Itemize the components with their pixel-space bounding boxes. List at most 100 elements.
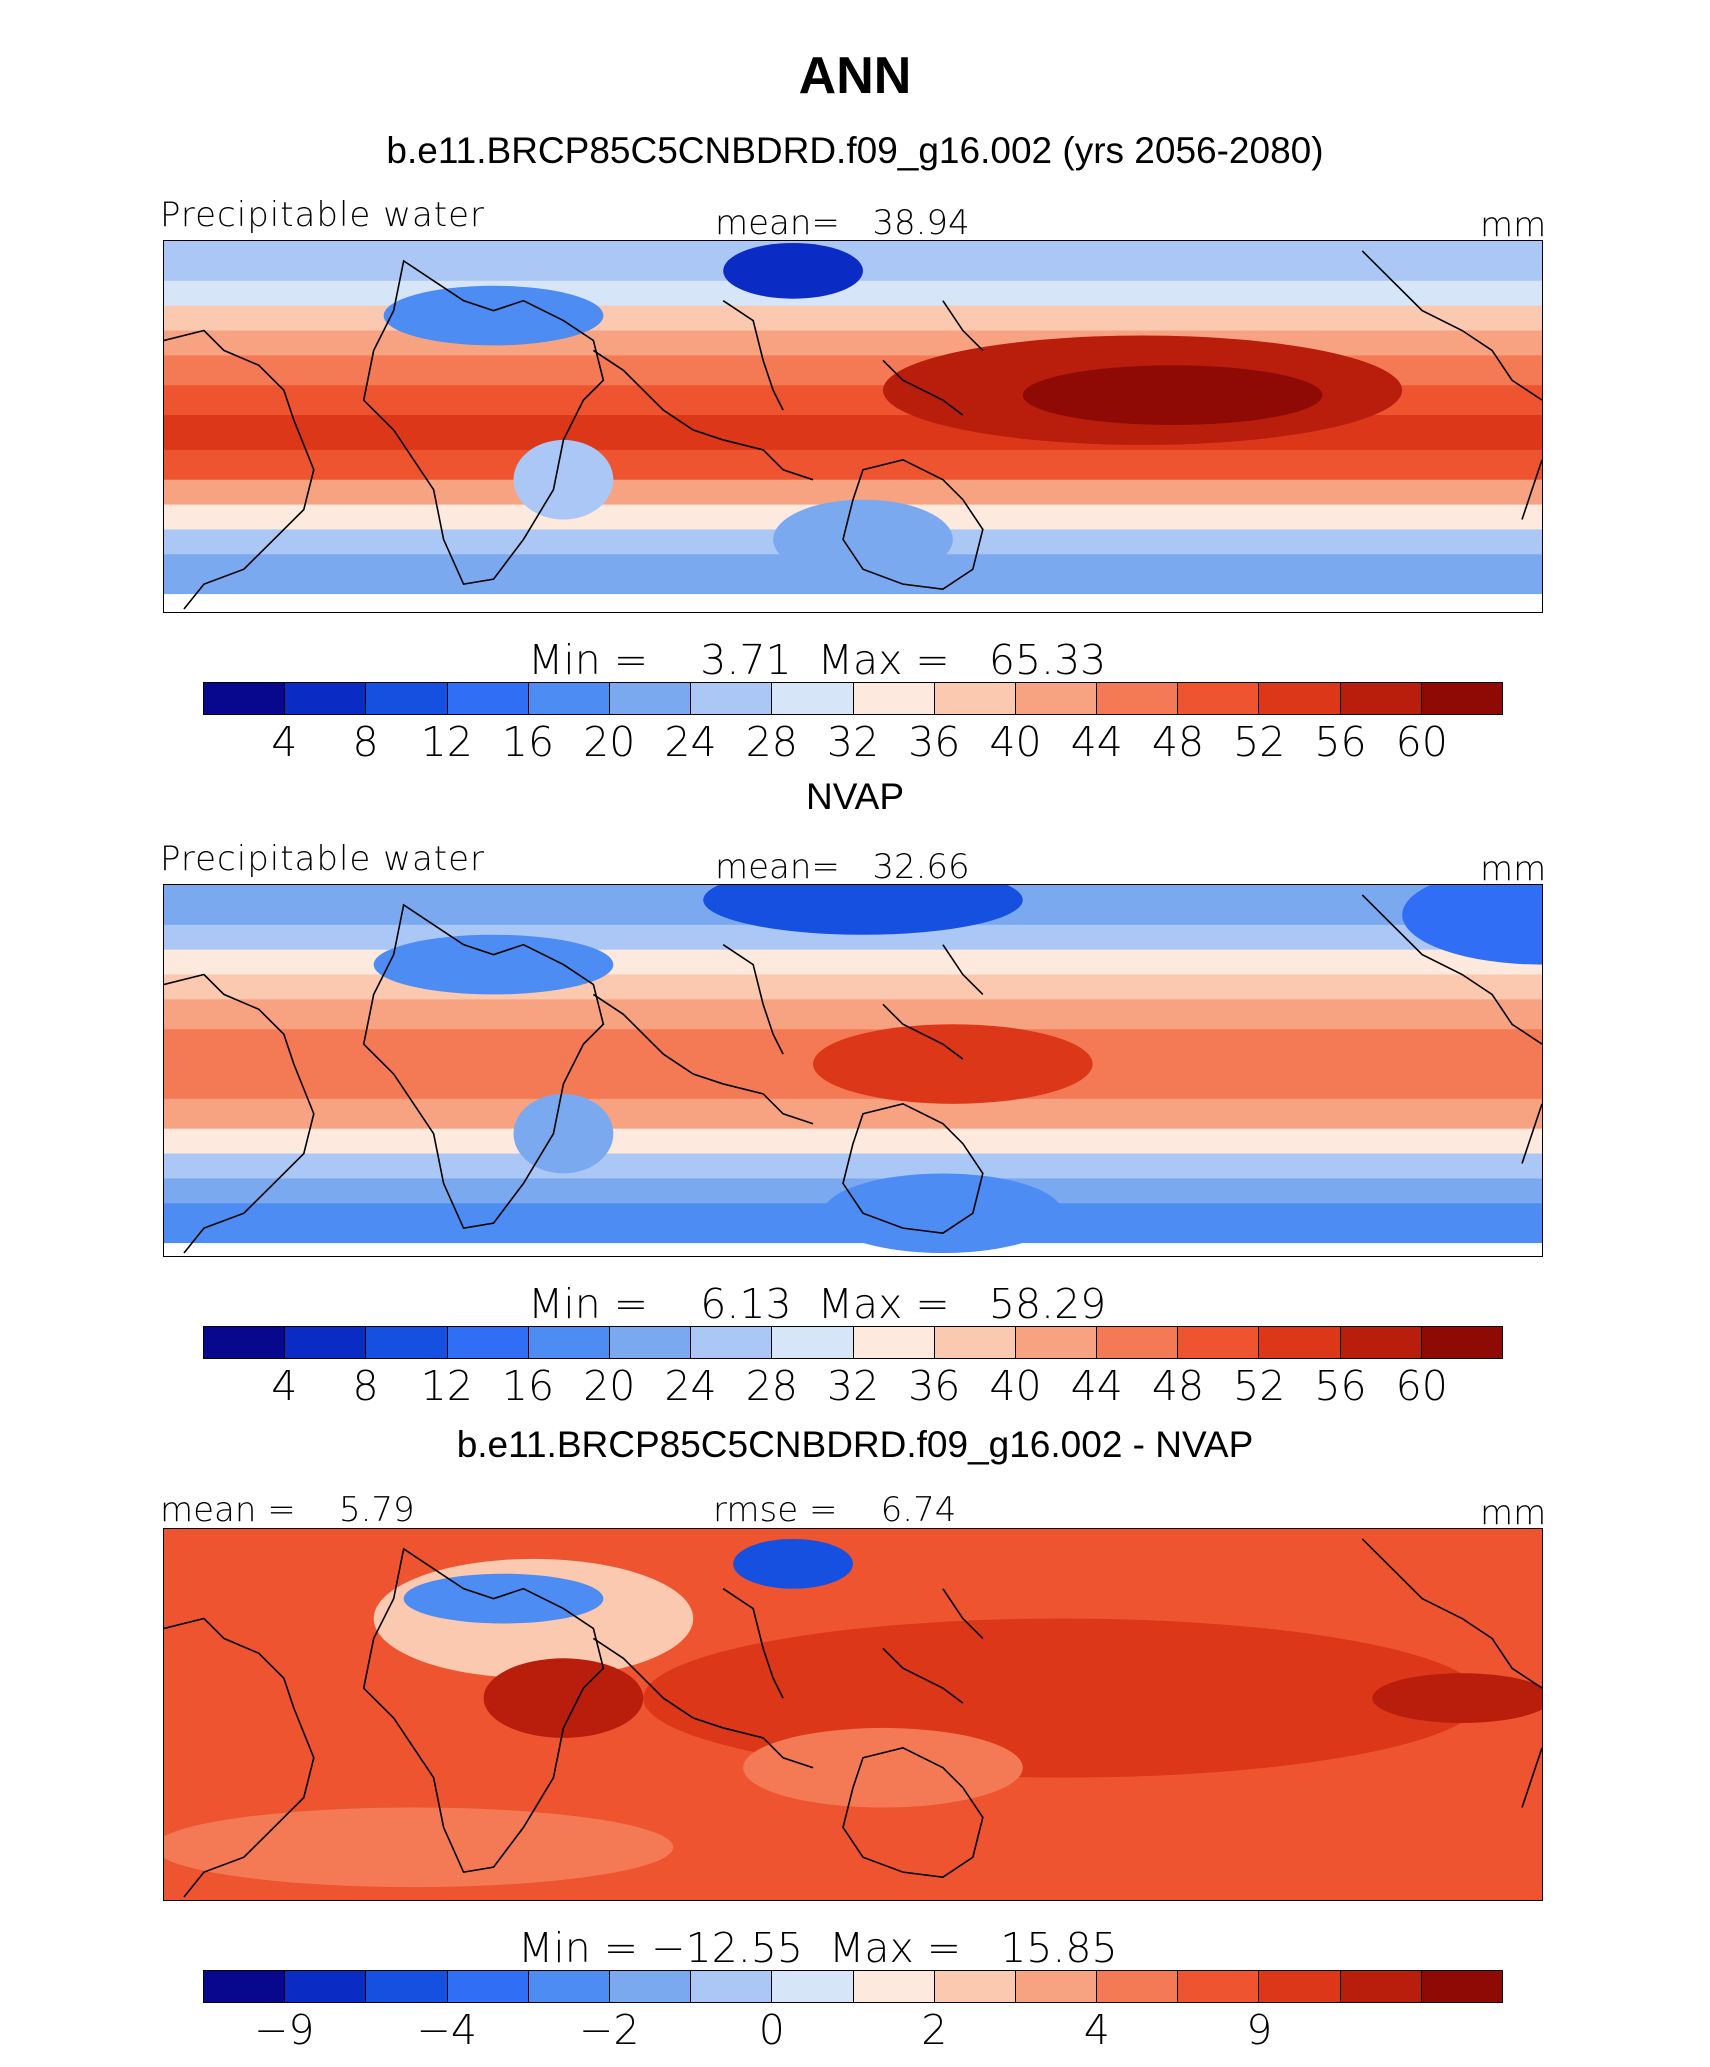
contour-band <box>164 1153 1542 1181</box>
panel-1-case-title: b.e11.BRCP85C5CNBDRD.f09_g16.002 (yrs 20… <box>386 130 1324 171</box>
contour-blob <box>164 1807 674 1888</box>
colorbar-swatch <box>1340 1327 1422 1358</box>
colorbar-swatch <box>691 1971 773 2002</box>
colorbar-tick-label: 4 <box>271 718 298 766</box>
colorbar-tick-label: −2 <box>579 2006 640 2054</box>
panel-3-minmax: Min = −12.55 Max = 15.85 <box>518 1924 1118 1972</box>
colorbar-tick-label: 60 <box>1395 718 1448 766</box>
colorbar-tick-label: 52 <box>1233 718 1286 766</box>
colorbar-swatch <box>691 683 773 714</box>
colorbar-swatch <box>285 683 367 714</box>
coastline <box>362 259 605 586</box>
colorbar-swatch <box>609 1971 692 2002</box>
coastline <box>842 1746 984 1878</box>
contour-blob <box>373 934 614 995</box>
colorbar-swatch <box>1097 1971 1179 2002</box>
colorbar-tick-label: 9 <box>1246 2006 1273 2054</box>
colorbar-tick-label: 16 <box>501 1362 555 1410</box>
colorbar-tick-label: 12 <box>420 718 473 766</box>
coastline <box>592 993 814 1125</box>
contour-band <box>164 1098 1542 1131</box>
colorbar-tick-label: 4 <box>1083 2006 1110 2054</box>
coastline <box>164 1617 315 1898</box>
coastline <box>722 300 784 411</box>
contour-band <box>164 330 1542 358</box>
colorbar-swatch <box>934 1327 1016 1358</box>
panel-3-units-label: mm <box>1480 1493 1547 1533</box>
colorbar-tick-label: −9 <box>254 2006 315 2054</box>
colorbar-swatch <box>853 683 935 714</box>
colorbar-swatch <box>1015 1971 1098 2002</box>
panel-1-contour-map <box>164 241 1542 610</box>
colorbar-tick-label: 48 <box>1151 718 1205 766</box>
coastline <box>942 300 984 351</box>
colorbar-tick-label: 40 <box>989 1362 1042 1410</box>
contour-band <box>164 280 1542 308</box>
colorbar-swatch <box>1178 1971 1260 2002</box>
colorbar-swatch <box>366 683 448 714</box>
contour-blob <box>383 285 604 346</box>
coastline <box>592 349 814 481</box>
contour-blob <box>733 1538 853 1589</box>
colorbar-tick-label: 48 <box>1151 1362 1205 1410</box>
colorbar-swatch <box>772 1971 854 2002</box>
coastline <box>942 944 984 995</box>
colorbar-tick-label: 40 <box>989 718 1042 766</box>
contour-blob <box>513 439 614 520</box>
colorbar-tick-label: 32 <box>826 718 880 766</box>
contour-band <box>164 999 1542 1032</box>
colorbar-swatch <box>285 1327 367 1358</box>
panel-1-minmax: Min = 3.71 Max = 65.33 <box>528 636 1107 684</box>
colorbar-swatch <box>1178 1327 1260 1358</box>
contour-blob <box>823 1173 1063 1254</box>
colorbar-swatch <box>691 1327 773 1358</box>
coastline <box>362 1547 605 1874</box>
colorbar-swatch <box>853 1971 935 2002</box>
contour-band <box>164 974 1542 1002</box>
colorbar-swatch <box>447 1327 529 1358</box>
coastline <box>842 458 984 590</box>
panel-3-case-title: b.e11.BRCP85C5CNBDRD.f09_g16.002 - NVAP <box>456 1424 1254 1465</box>
colorbar-tick-label: 60 <box>1395 1362 1448 1410</box>
panel-3-mean-label: mean = 5.79 <box>160 1490 415 1530</box>
coastline <box>592 1637 814 1769</box>
coastline <box>362 903 605 1230</box>
contour-blob <box>1402 885 1542 965</box>
colorbar-swatch <box>528 1971 610 2002</box>
colorbar-swatch <box>1421 683 1502 714</box>
colorbar-swatch <box>609 683 692 714</box>
colorbar-tick-label: 24 <box>664 718 717 766</box>
contour-blob <box>743 1727 1023 1808</box>
contour-blob <box>483 1658 644 1738</box>
colorbar-tick-label: 16 <box>501 718 555 766</box>
colorbar-swatch <box>204 1971 286 2002</box>
colorbar-swatch <box>1178 683 1260 714</box>
colorbar-tick-label: 28 <box>745 718 798 766</box>
panel-2-case-title: NVAP <box>805 776 904 817</box>
panel-2-variable-label: Precipitable water <box>160 839 486 879</box>
contour-band <box>164 949 1542 977</box>
contour-blob <box>403 1573 604 1624</box>
colorbar-tick-label: 4 <box>271 1362 298 1410</box>
panel-1-mean-label: mean= 38.94 <box>715 203 970 243</box>
panel-2-contour-map <box>164 885 1542 1254</box>
colorbar-swatch <box>366 1971 448 2002</box>
panel-1-colorbar-ticks: 4 8 12 16 20 24 28 32 36 40 44 48 52 56 60 <box>203 718 1503 766</box>
contour-blob <box>813 1024 1093 1104</box>
contour-blob <box>1022 365 1323 426</box>
panel-2-colorbar-ticks: 4 8 12 16 20 24 28 32 36 40 44 48 52 56 60 <box>203 1362 1503 1410</box>
panel-3-colorbar <box>203 1970 1503 2003</box>
colorbar-tick-label: 56 <box>1314 718 1367 766</box>
panel-1-variable-label: Precipitable water <box>160 195 486 235</box>
colorbar-swatch <box>772 683 854 714</box>
colorbar-tick-label: 8 <box>352 718 379 766</box>
contour-band <box>164 305 1542 333</box>
coastline <box>882 1647 964 1704</box>
colorbar-tick-label: 28 <box>745 1362 798 1410</box>
colorbar-swatch <box>528 1327 610 1358</box>
colorbar-swatch <box>772 1327 854 1358</box>
colorbar-swatch <box>204 683 286 714</box>
coastline <box>882 1003 964 1060</box>
coastline <box>1521 1747 1542 1808</box>
colorbar-swatch <box>1097 1327 1179 1358</box>
